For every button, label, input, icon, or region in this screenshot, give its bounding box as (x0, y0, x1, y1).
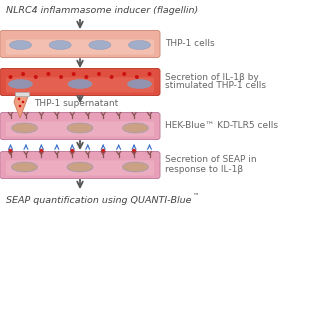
Text: THP-1 supernatant: THP-1 supernatant (34, 99, 118, 109)
FancyBboxPatch shape (0, 68, 160, 96)
Ellipse shape (127, 79, 152, 88)
Ellipse shape (11, 162, 38, 172)
Circle shape (72, 72, 76, 76)
Ellipse shape (67, 123, 93, 133)
Text: Secretion of SEAP in: Secretion of SEAP in (165, 156, 257, 165)
Text: SEAP quantification using QUANTI-Blue: SEAP quantification using QUANTI-Blue (6, 196, 192, 205)
Ellipse shape (122, 123, 148, 133)
Circle shape (21, 72, 25, 76)
Circle shape (70, 149, 74, 153)
FancyBboxPatch shape (6, 122, 154, 136)
Ellipse shape (67, 162, 93, 172)
Text: response to IL-1β: response to IL-1β (165, 165, 243, 173)
FancyBboxPatch shape (6, 160, 154, 176)
Ellipse shape (68, 79, 92, 88)
Polygon shape (14, 96, 28, 118)
Text: THP-1 cells: THP-1 cells (165, 39, 215, 48)
Ellipse shape (10, 40, 32, 50)
FancyBboxPatch shape (6, 40, 154, 54)
Circle shape (110, 75, 113, 79)
Circle shape (132, 149, 136, 153)
Polygon shape (15, 92, 29, 96)
Circle shape (18, 98, 20, 100)
Circle shape (34, 75, 38, 79)
Text: HEK-Blue™ KD-TLR5 cells: HEK-Blue™ KD-TLR5 cells (165, 121, 278, 130)
Ellipse shape (11, 123, 38, 133)
Circle shape (22, 101, 24, 103)
Text: NLRC4 inflammasome inducer (flagellin): NLRC4 inflammasome inducer (flagellin) (6, 6, 198, 15)
Circle shape (84, 75, 88, 79)
Text: Secretion of IL-1β by: Secretion of IL-1β by (165, 73, 259, 82)
Circle shape (59, 75, 63, 79)
Text: stimulated THP-1 cells: stimulated THP-1 cells (165, 82, 266, 90)
Text: ™: ™ (192, 194, 198, 199)
Circle shape (101, 149, 105, 153)
Circle shape (46, 72, 51, 76)
Circle shape (19, 105, 21, 107)
Ellipse shape (89, 40, 111, 50)
FancyBboxPatch shape (0, 152, 160, 179)
Circle shape (8, 75, 12, 79)
Circle shape (135, 75, 139, 79)
Ellipse shape (49, 40, 71, 50)
FancyBboxPatch shape (0, 112, 160, 140)
Ellipse shape (129, 40, 150, 50)
Circle shape (122, 72, 126, 76)
Circle shape (8, 149, 13, 153)
Ellipse shape (122, 162, 148, 172)
FancyBboxPatch shape (6, 77, 154, 92)
Circle shape (97, 72, 101, 76)
FancyBboxPatch shape (0, 30, 160, 57)
Ellipse shape (8, 79, 33, 88)
Circle shape (148, 72, 152, 76)
Circle shape (39, 149, 44, 153)
